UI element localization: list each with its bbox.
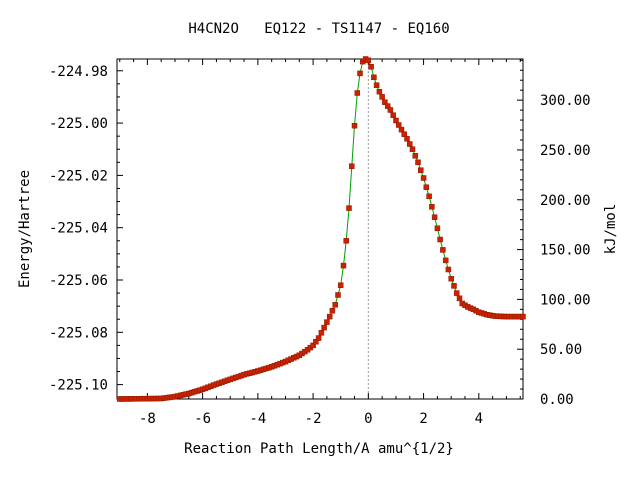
data-point — [335, 292, 341, 298]
data-point — [354, 90, 361, 96]
data-point — [351, 122, 358, 129]
series-line — [119, 58, 523, 400]
data-point — [440, 247, 446, 253]
data-point — [371, 74, 377, 81]
data-point — [318, 330, 325, 336]
data-point — [349, 163, 355, 169]
y2-tick-label: 150.00 — [540, 243, 591, 259]
data-point — [448, 275, 454, 282]
data-point — [379, 94, 385, 100]
x-tick-label: -4 — [249, 411, 266, 427]
data-point — [451, 283, 457, 289]
data-point — [376, 88, 383, 95]
data-point — [332, 302, 338, 308]
y2-tick-label: 200.00 — [540, 193, 591, 209]
y-axis-label: Energy/Hartree — [17, 170, 33, 288]
data-point — [445, 266, 452, 273]
y2-tick-label: 0.00 — [540, 392, 574, 408]
data-point — [387, 107, 394, 113]
data-point — [373, 82, 380, 88]
plot-frame — [116, 58, 524, 400]
data-point — [315, 335, 322, 341]
data-point — [343, 238, 349, 244]
y-tick-label: -225.08 — [49, 325, 108, 341]
data-point — [395, 122, 402, 128]
y2-tick-label: 50.00 — [540, 342, 582, 358]
data-point — [437, 236, 443, 243]
y-tick-label: -225.04 — [49, 221, 108, 237]
data-point — [412, 153, 419, 159]
y-tick-label: -225.06 — [49, 273, 108, 289]
data-point — [404, 136, 410, 142]
data-point — [520, 313, 526, 320]
data-point — [429, 204, 435, 210]
y2-axis-label: kJ/mol — [603, 204, 619, 255]
data-point — [398, 126, 405, 133]
y2-tick-label: 250.00 — [540, 143, 591, 159]
y-tick-label: -225.00 — [49, 116, 108, 132]
data-point — [357, 70, 363, 77]
y2-tick-label: 300.00 — [540, 93, 591, 109]
data-point — [365, 57, 372, 64]
data-point — [324, 319, 330, 325]
data-point — [382, 99, 388, 105]
x-tick-label: 0 — [364, 411, 372, 427]
data-point — [401, 131, 407, 137]
data-point — [321, 324, 327, 331]
y-tick-label: -224.98 — [49, 64, 108, 80]
data-point — [453, 290, 460, 296]
chart-title: H4CN2O EQ122 - TS1147 - EQ160 — [188, 21, 449, 37]
data-point — [409, 146, 416, 152]
y-axis-left: -224.98 -225.00 -225.02 -225.04 -225.06 -225.… — [49, 64, 123, 399]
data-point — [340, 262, 347, 269]
series-points — [117, 56, 526, 402]
data-point — [337, 282, 344, 288]
data-point — [407, 141, 413, 147]
x-tick-label: -2 — [305, 411, 322, 427]
data-point — [415, 159, 421, 166]
data-point — [423, 184, 430, 190]
x-axis: -8 -6 -4 -2 0 2 4 — [119, 59, 521, 427]
y2-tick-label: 100.00 — [540, 292, 591, 308]
data-point — [346, 205, 352, 211]
data-point — [310, 342, 316, 349]
x-tick-label: 4 — [475, 411, 483, 427]
x-tick-label: 2 — [419, 411, 427, 427]
data-point — [420, 175, 427, 181]
data-point — [434, 225, 441, 232]
x-tick-label: -6 — [194, 411, 211, 427]
data-point — [329, 307, 336, 314]
data-point — [390, 112, 396, 118]
data-point — [326, 313, 333, 320]
x-axis-label: Reaction Path Length/A amu^{1/2} — [184, 441, 454, 457]
data-point — [442, 257, 449, 264]
y-axis-right: 0.00 50.00 100.00 150.00 200.00 250.00 300.00 — [517, 59, 591, 408]
x-tick-label: -8 — [139, 411, 156, 427]
data-point — [456, 295, 463, 302]
y-tick-label: -225.02 — [49, 168, 108, 184]
data-point — [368, 64, 374, 70]
y-tick-label: -225.10 — [49, 378, 108, 394]
data-point — [418, 167, 424, 173]
data-point — [431, 214, 438, 220]
data-point — [426, 193, 432, 200]
